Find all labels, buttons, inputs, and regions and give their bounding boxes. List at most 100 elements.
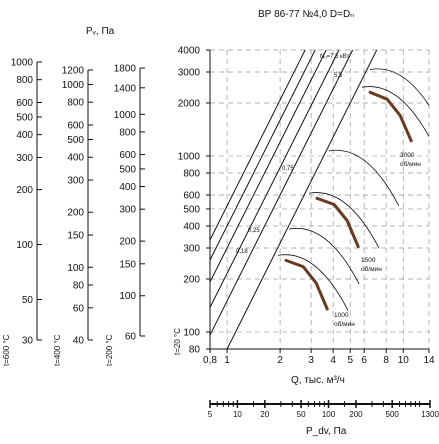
y-tick-label: 200 [183, 274, 200, 285]
temperature-scale-label: 1000 [114, 110, 137, 121]
power-label: Nᵤ=7,5 кВт [320, 54, 350, 60]
temperature-scale-label: 1000 [11, 58, 34, 69]
power-label: 0,25 [248, 228, 260, 234]
power-arc [277, 254, 349, 311]
y-axis-title: Pᵥ, Па [86, 26, 115, 37]
x-tick-label: 6 [361, 355, 367, 366]
dynamic-pressure-scale: 5 10 20 50 100 200 500 1300 [208, 400, 439, 419]
temperature-scale-label: 200 [119, 237, 136, 248]
x-tick-label: 8 [383, 355, 389, 366]
power-label: 0,18 [236, 249, 248, 255]
temperature-scale-title: t=600 °C [2, 334, 11, 366]
temperature-label-20: t=20 °C [173, 328, 182, 355]
temperature-scale-label: 40 [73, 336, 85, 347]
x-tick-label: 5 [347, 355, 353, 366]
temperature-scale-label: 1200 [62, 66, 85, 77]
temperature-scale-label: 300 [16, 153, 33, 164]
dynamic-pressure-tick-label: 5 [208, 410, 213, 419]
temperature-scale-label: 150 [119, 259, 136, 270]
system-line [210, 50, 354, 336]
temperature-scale-label: 1000 [62, 80, 85, 91]
dynamic-pressure-tick-label: 20 [260, 410, 269, 419]
y-tick-label: 800 [183, 169, 200, 180]
temperature-scale-label: 800 [16, 75, 33, 86]
fan-curves [284, 90, 413, 311]
x-tick-label: 3 [308, 355, 314, 366]
plot-area: 80 100 200 300 400 500 600 800 1000 2000 3000 4000 0… [173, 46, 435, 367]
temperature-scale-label: 500 [119, 164, 136, 175]
x-tick-label: 4 [330, 355, 336, 366]
temperature-scale-label: 50 [22, 295, 34, 306]
y-tick-label: 600 [183, 190, 200, 201]
temperature-scale-label: 1800 [114, 64, 137, 75]
speed-label: об/мин [334, 320, 355, 328]
speed-label: об/мин [400, 160, 421, 168]
dynamic-pressure-tick-label: 100 [322, 410, 336, 419]
x-tick-label: 0,8 [203, 355, 217, 366]
temperature-scale-label: 100 [16, 240, 33, 251]
dynamic-pressure-tick-label: 10 [233, 410, 242, 419]
system-line [226, 50, 378, 349]
temperature-scale-label: 1400 [114, 83, 137, 94]
dynamic-pressure-tick-label: 500 [386, 410, 400, 419]
temperature-scale-title: t=200 °C [105, 334, 114, 366]
y-tick-label: 1000 [178, 151, 201, 162]
temperature-scale-label: 500 [16, 112, 33, 123]
temperature-scales: 30 50 100 200 300 400 500 600 800 1000 t=600 °C 40 6… [2, 58, 145, 366]
y-tick-label: 300 [183, 243, 200, 254]
temperature-scale-label: 200 [16, 185, 33, 196]
y-tick-label: 400 [183, 221, 200, 232]
y-tick-label: 500 [183, 204, 200, 215]
temperature-scale-label: 400 [119, 182, 136, 193]
y-tick-label: 2000 [178, 98, 201, 109]
power-arc [289, 227, 360, 285]
speed-label: 1500 [361, 257, 376, 264]
temperature-scale-label: 600 [16, 98, 33, 109]
temperature-scale-title: t=400 °C [53, 334, 62, 366]
system-lines [210, 50, 378, 349]
temperature-scale-label: 800 [67, 98, 84, 109]
power-arc [370, 68, 429, 107]
speed-label: об/мин [361, 265, 382, 273]
temperature-scale-label: 80 [73, 280, 85, 291]
y-tick-label: 80 [189, 345, 201, 356]
x-axis-title: Q, тыс. м³/ч [291, 375, 345, 386]
temperature-scale-label: 60 [73, 303, 85, 314]
power-arc [361, 86, 429, 138]
y-tick-label: 4000 [178, 46, 201, 57]
dynamic-pressure-title: P_dv, Па [306, 426, 347, 437]
y-tick-label: 100 [183, 327, 200, 338]
x-tick-label: 2 [277, 355, 283, 366]
speed-label: 1000 [334, 312, 349, 319]
temperature-scale-label: 300 [119, 205, 136, 216]
power-arc [328, 149, 400, 207]
dynamic-pressure-tick-label: 200 [349, 410, 363, 419]
fan-curve-series [368, 90, 413, 143]
temperature-scale-label: 600 [119, 150, 136, 161]
temperature-scale-label: 200 [67, 208, 84, 219]
x-tick-label: 14 [423, 355, 435, 366]
temperature-scale-label: 100 [67, 263, 84, 274]
x-tick-label: 10 [398, 355, 410, 366]
temperature-scale-label: 150 [67, 231, 84, 242]
dynamic-pressure-tick-label: 1300 [421, 410, 439, 419]
chart-title: ВР 86-77 №4,0 D=Dₙ [258, 9, 354, 20]
power-arcs [277, 68, 429, 311]
temperature-scale-label: 400 [67, 153, 84, 164]
dynamic-pressure-tick-label: 50 [297, 410, 306, 419]
system-line [210, 50, 306, 241]
power-arc [308, 192, 380, 249]
power-label: 0,75 [282, 166, 294, 172]
temperature-scale-label: 100 [119, 291, 136, 302]
y-tick-label: 3000 [178, 67, 201, 78]
fan-curve-series [284, 258, 329, 311]
x-tick-label: 1 [224, 355, 230, 366]
temperature-scale-label: 800 [119, 127, 136, 138]
speed-label: 3000 [400, 152, 415, 159]
temperature-scale-label: 400 [16, 130, 33, 141]
system-line [210, 50, 327, 283]
temperature-scale-label: 300 [67, 176, 84, 187]
temperature-scale-label: 60 [125, 332, 137, 343]
temperature-scale-label: 600 [67, 121, 84, 132]
